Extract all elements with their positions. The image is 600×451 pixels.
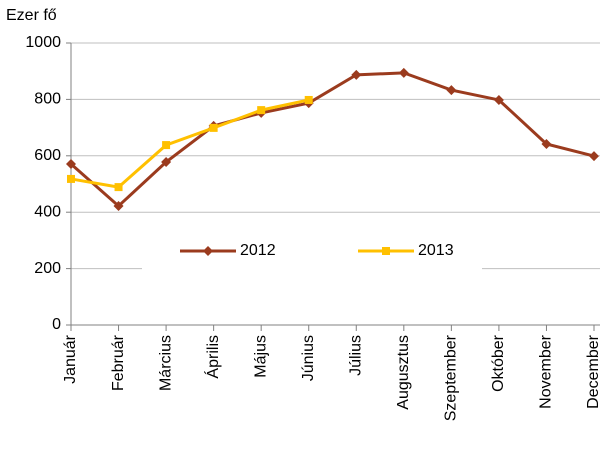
x-tick-label: Április <box>203 335 222 379</box>
y-tick-label: 0 <box>52 316 61 333</box>
x-tick-label: Augusztus <box>395 335 412 410</box>
data-point <box>162 141 171 150</box>
y-tick-label: 200 <box>34 260 61 277</box>
data-point <box>304 95 313 104</box>
y-tick-label: 1000 <box>25 34 61 51</box>
data-point <box>257 106 266 115</box>
data-point <box>351 69 362 80</box>
series <box>67 95 313 192</box>
x-tick-label: Január <box>62 334 79 384</box>
x-tick-label: Július <box>347 335 364 376</box>
y-tick-label: 400 <box>34 203 61 220</box>
y-tick-label: 600 <box>34 147 61 164</box>
x-tick-label: Október <box>490 334 507 392</box>
series-line <box>70 71 595 209</box>
data-point <box>67 174 75 183</box>
legend-marker <box>382 247 390 255</box>
data-point <box>209 123 218 132</box>
data-point <box>541 138 552 149</box>
y-axis-label: Ezer fő <box>6 7 57 24</box>
data-point <box>446 85 457 96</box>
series-line <box>70 98 310 189</box>
data-point <box>161 157 172 168</box>
legend: 2012 2013 <box>142 232 482 270</box>
data-point <box>66 158 76 169</box>
legend-label: 2013 <box>418 242 454 259</box>
data-point <box>114 183 123 192</box>
data-point <box>589 151 599 162</box>
legend-label: 2012 <box>240 242 276 259</box>
x-tick-label: Február <box>110 334 127 391</box>
series <box>66 67 599 211</box>
x-tick-label: November <box>538 334 555 408</box>
x-tick-label: December <box>585 334 600 408</box>
y-tick-label: 800 <box>34 91 61 108</box>
legend-marker <box>203 246 213 256</box>
x-tick-label: Május <box>252 335 269 378</box>
x-tick-label: Szeptember <box>443 334 460 421</box>
data-point <box>493 94 504 105</box>
data-point <box>113 200 124 211</box>
data-point <box>398 67 409 78</box>
x-tick-label: Március <box>157 335 174 391</box>
x-tick-label: Június <box>300 335 317 381</box>
